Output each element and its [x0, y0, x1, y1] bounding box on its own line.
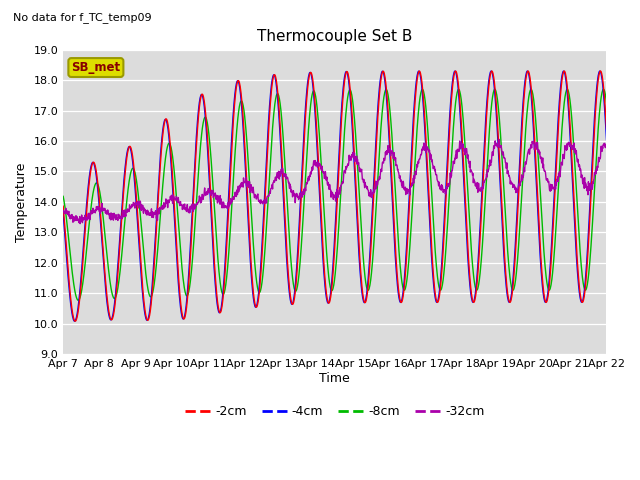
Text: No data for f_TC_temp09: No data for f_TC_temp09 — [13, 12, 152, 23]
Legend: -2cm, -4cm, -8cm, -32cm: -2cm, -4cm, -8cm, -32cm — [180, 400, 490, 423]
Text: SB_met: SB_met — [71, 61, 120, 74]
Title: Thermocouple Set B: Thermocouple Set B — [257, 29, 413, 44]
Y-axis label: Temperature: Temperature — [15, 162, 28, 241]
X-axis label: Time: Time — [319, 372, 350, 385]
